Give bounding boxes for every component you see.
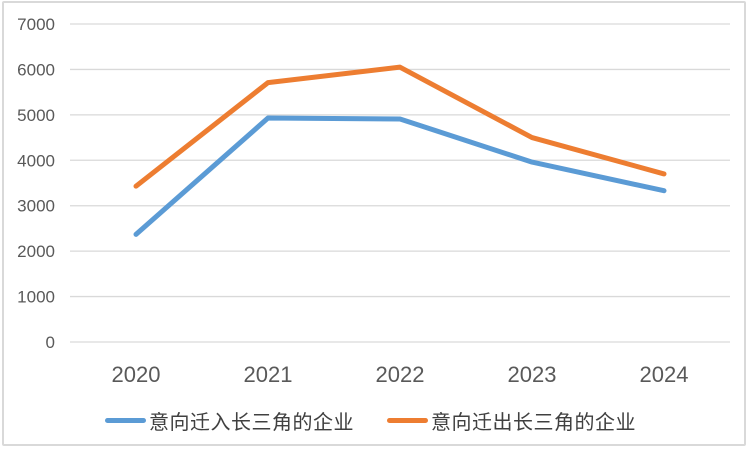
y-axis-tick-label: 6000 — [17, 60, 55, 79]
y-axis-tick-label: 5000 — [17, 106, 55, 125]
line-chart-plot-area: 0 1000 2000 3000 4000 5000 6000 7000 2020 2021 202… — [17, 15, 730, 387]
y-axis-tick-label: 4000 — [17, 151, 55, 170]
legend-label-move-out: 意向迁出长三角的企业 — [431, 412, 636, 434]
y-axis-tick-label: 3000 — [17, 197, 55, 216]
chart-container: 0 1000 2000 3000 4000 5000 6000 7000 2020 2021 202… — [2, 1, 746, 446]
legend-marker-orange-line — [387, 418, 428, 423]
series-line-0 — [133, 115, 667, 237]
legend-item-move-out: 意向迁出长三角的企业 — [387, 406, 636, 435]
y-axis-tick-label: 2000 — [17, 242, 55, 261]
legend-label-move-in: 意向迁入长三角的企业 — [149, 412, 354, 434]
x-axis-tick-label: 2022 — [376, 362, 425, 387]
y-axis-tick-label: 0 — [46, 333, 55, 352]
series-line-1 — [133, 64, 667, 189]
x-axis-tick-label: 2020 — [112, 362, 161, 387]
x-axis-tick-label: 2021 — [244, 362, 293, 387]
x-axis-tick-label: 2024 — [640, 362, 689, 387]
y-axis-tick-label: 1000 — [17, 288, 55, 307]
y-axis-tick-label: 7000 — [17, 15, 55, 34]
x-axis-tick-label: 2023 — [508, 362, 557, 387]
legend-item-move-in: 意向迁入长三角的企业 — [105, 406, 354, 435]
legend-marker-blue-line — [105, 418, 146, 423]
chart-legend: 意向迁入长三角的企业 意向迁出长三角的企业 — [105, 406, 636, 435]
